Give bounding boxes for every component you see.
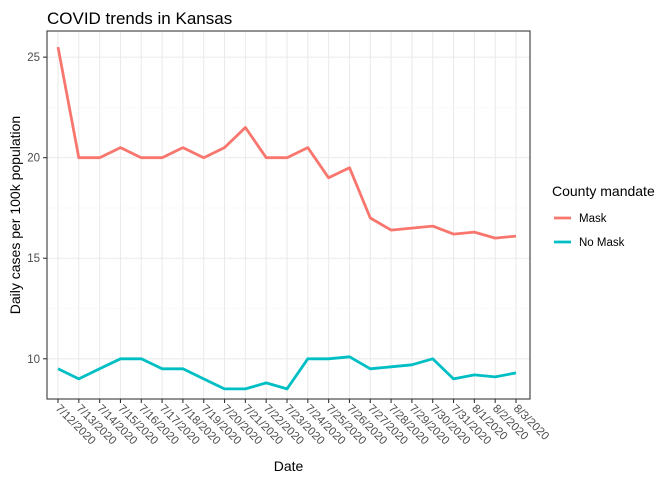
plot-panel-border <box>46 30 531 400</box>
y-axis-title: Daily cases per 100k population <box>7 116 23 314</box>
x-axis-title: Date <box>274 458 304 474</box>
series-lines <box>56 46 517 391</box>
y-tick-label: 25 <box>27 52 40 64</box>
series-line-mask <box>56 46 517 240</box>
legend-item-no-mask: No Mask <box>554 237 625 249</box>
legend-title: County mandate <box>552 183 655 199</box>
y-tick-label: 15 <box>27 253 40 265</box>
chart-title: COVID trends in Kansas <box>47 9 232 28</box>
minor-gridlines <box>47 107 530 309</box>
series-line-no-mask <box>57 355 517 391</box>
legend-label-mask: Mask <box>579 213 607 225</box>
y-tick-label: 10 <box>27 354 40 366</box>
legend: County mandate Mask No Mask <box>552 183 655 249</box>
x-axis: 7/12/20207/13/20207/14/20207/15/20207/16… <box>53 399 551 447</box>
y-tick-label: 20 <box>27 153 40 165</box>
legend-label-no-mask: No Mask <box>579 237 625 249</box>
major-gridlines <box>47 31 530 399</box>
legend-item-mask: Mask <box>554 213 607 225</box>
y-axis: 10 15 20 25 <box>27 52 47 366</box>
